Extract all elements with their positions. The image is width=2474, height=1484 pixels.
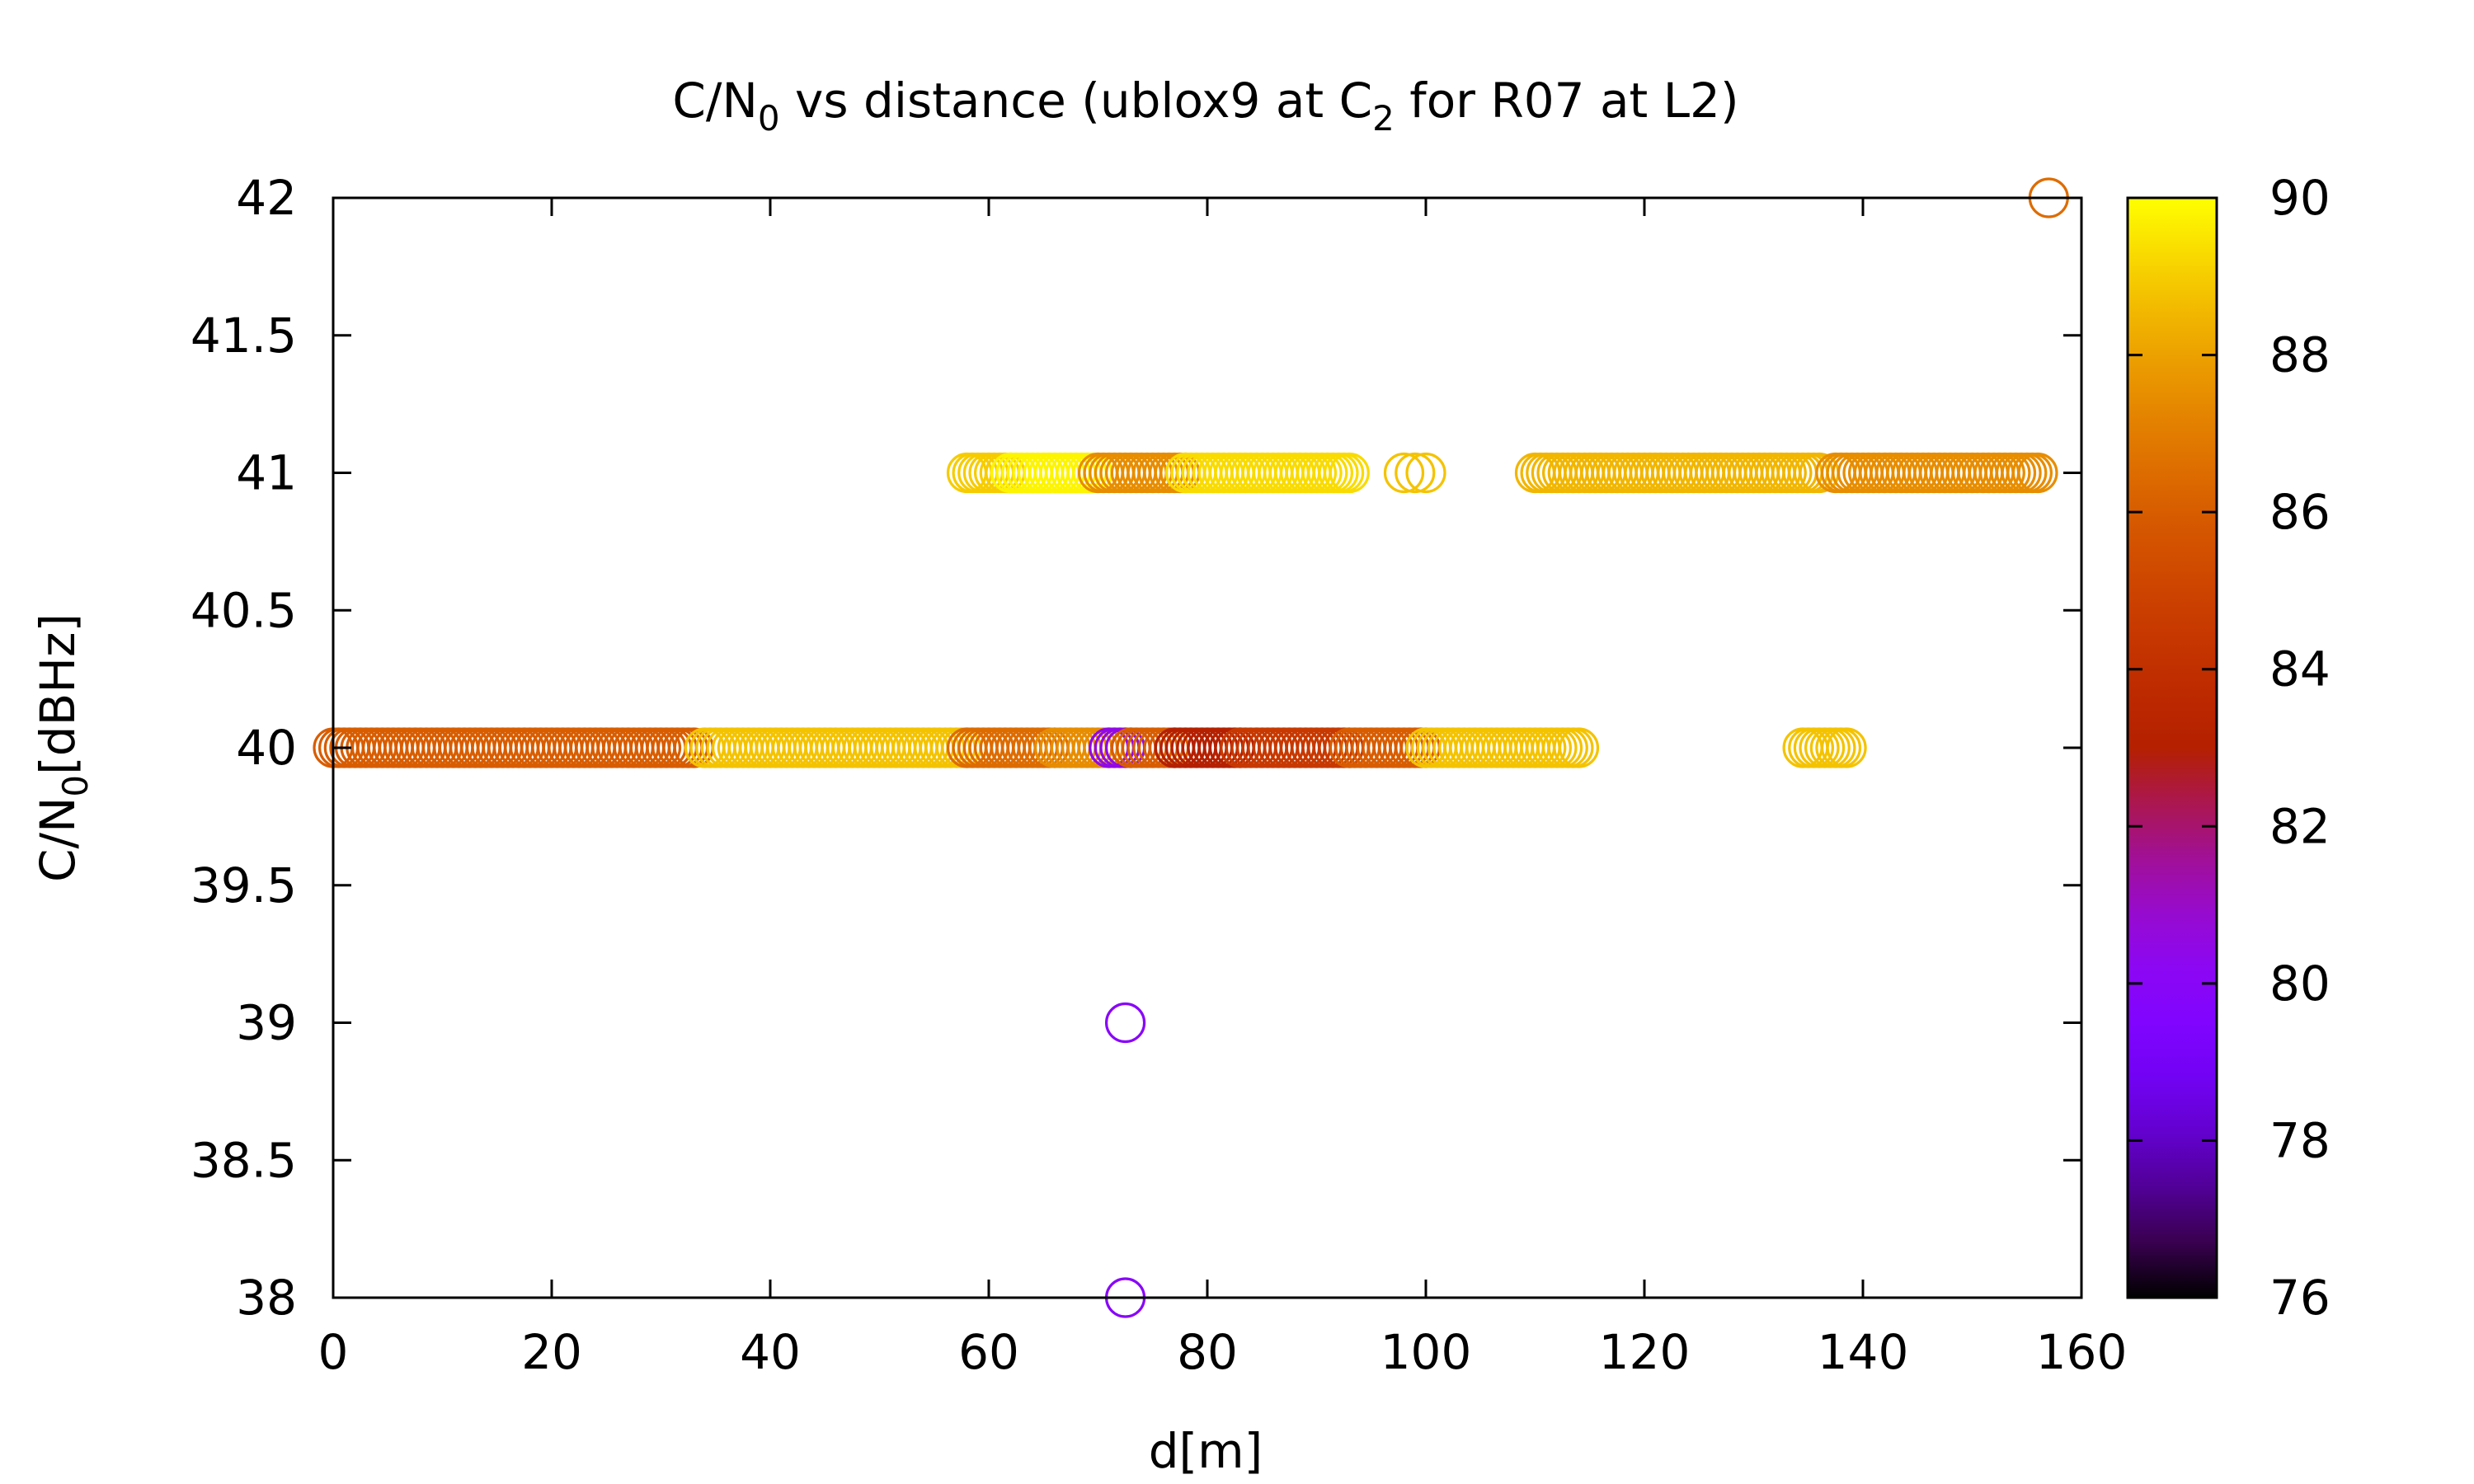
colorbar-tick-label: 86 xyxy=(2269,484,2331,540)
colorbar-tick-label: 82 xyxy=(2269,798,2331,854)
colorbar-gradient xyxy=(2128,198,2217,1298)
y-axis-title-sub: 0 xyxy=(55,775,96,797)
data-point xyxy=(1395,452,1436,494)
chart-title: C/N0 vs distance (ublox9 at C2 for R07 a… xyxy=(672,73,1738,139)
x-tick-label: 100 xyxy=(1380,1324,1472,1380)
data-point xyxy=(1405,452,1446,494)
chart-title-prefix: C/N xyxy=(672,73,757,129)
colorbar-tick-label: 80 xyxy=(2269,956,2331,1012)
data-point xyxy=(1383,452,1425,494)
x-tick-label: 120 xyxy=(1599,1324,1691,1380)
chart-title-middle: vs distance (ublox9 at C xyxy=(780,73,1373,129)
x-tick-label: 140 xyxy=(1818,1324,1909,1380)
y-tick-label: 38.5 xyxy=(190,1132,297,1188)
colorbar-tick-label: 84 xyxy=(2269,641,2331,697)
chart-title-suffix: for R07 at L2) xyxy=(1395,73,1739,129)
x-tick-label: 20 xyxy=(521,1324,582,1380)
colorbar: 76 78 80 82 84 86 88 90 xyxy=(2126,170,2331,1326)
x-axis-title: d[m] xyxy=(1149,1423,1263,1479)
plot-frame xyxy=(332,196,2083,1299)
colorbar-frame xyxy=(2126,196,2218,1299)
x-tick-label: 80 xyxy=(1177,1324,1238,1380)
y-tick-label: 39 xyxy=(236,995,297,1051)
data-point xyxy=(1329,452,1370,494)
plot-area xyxy=(313,177,2069,1318)
y-axis-title-suffix: [dBHz] xyxy=(30,613,86,775)
data-point xyxy=(1826,727,1867,768)
x-tick-label: 60 xyxy=(958,1324,1019,1380)
data-point xyxy=(1558,727,1600,768)
y-tick-label: 42 xyxy=(236,170,297,226)
y-tick-label: 40.5 xyxy=(190,582,297,638)
y-tick-label: 39.5 xyxy=(190,857,297,913)
y-axis-title: C/N0[dBHz] xyxy=(30,613,96,882)
chart-title-sub2: 2 xyxy=(1372,98,1395,139)
y-tick-label: 38 xyxy=(236,1270,297,1326)
data-point xyxy=(1104,1002,1146,1044)
y-tick-label: 40 xyxy=(236,720,297,776)
x-axis: 0 20 40 60 80 100 120 140 160 xyxy=(318,198,2128,1380)
data-point xyxy=(2017,452,2058,494)
colorbar-tick-label: 78 xyxy=(2269,1112,2331,1168)
colorbar-tick-label: 90 xyxy=(2269,170,2331,226)
x-tick-label: 0 xyxy=(318,1324,349,1380)
y-tick-label: 41.5 xyxy=(190,308,297,364)
colorbar-tick-label: 88 xyxy=(2269,327,2331,383)
y-axis-title-prefix: C/N xyxy=(30,797,86,882)
colorbar-tick-label: 76 xyxy=(2269,1270,2331,1326)
y-axis: 38 38.5 39 39.5 40 40.5 41 41.5 42 xyxy=(190,170,2081,1326)
x-tick-label: 160 xyxy=(2036,1324,2128,1380)
y-tick-label: 41 xyxy=(236,445,297,501)
x-tick-label: 40 xyxy=(740,1324,801,1380)
chart-title-sub1: 0 xyxy=(758,98,780,139)
